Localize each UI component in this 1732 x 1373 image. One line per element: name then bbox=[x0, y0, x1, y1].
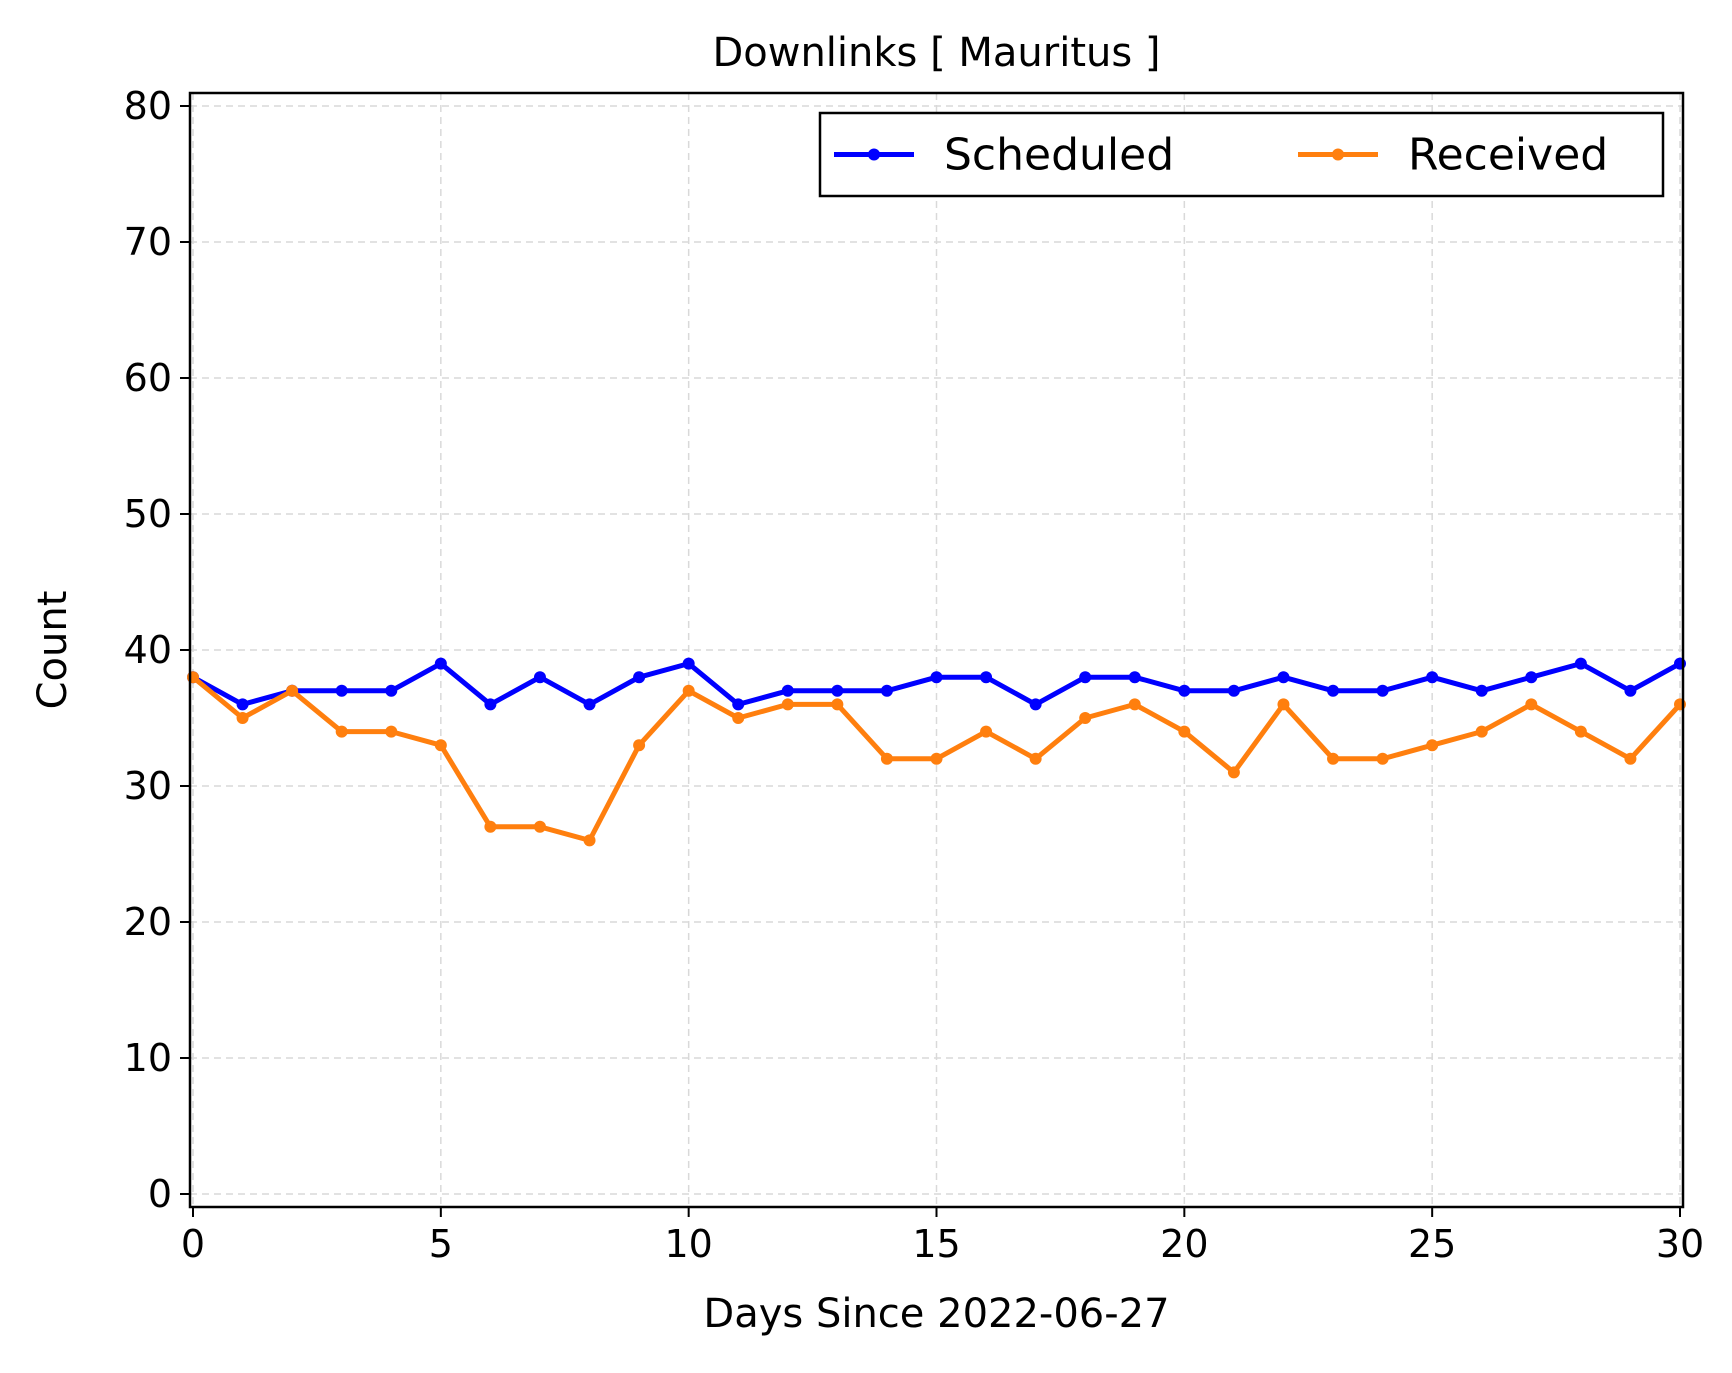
data-point-scheduled bbox=[831, 684, 844, 697]
legend-swatch-marker bbox=[1332, 148, 1344, 161]
x-tick-label: 0 bbox=[181, 1222, 205, 1266]
x-tick-label: 10 bbox=[664, 1222, 712, 1266]
legend-entry-scheduled: Scheduled bbox=[834, 130, 1174, 181]
data-point-scheduled bbox=[1475, 684, 1488, 697]
grid bbox=[190, 93, 1683, 1207]
data-point-scheduled bbox=[1029, 698, 1042, 711]
y-tick-label: 70 bbox=[124, 220, 172, 264]
data-point-received bbox=[1277, 698, 1290, 711]
data-point-scheduled bbox=[1574, 657, 1587, 670]
data-point-scheduled bbox=[633, 671, 646, 684]
data-point-scheduled bbox=[583, 698, 596, 711]
data-point-scheduled bbox=[682, 657, 695, 670]
data-point-received bbox=[533, 820, 546, 833]
data-point-scheduled bbox=[1327, 684, 1340, 697]
x-tick-label: 15 bbox=[912, 1222, 960, 1266]
legend-label: Received bbox=[1408, 130, 1608, 181]
data-point-scheduled bbox=[1277, 671, 1290, 684]
data-point-received bbox=[1079, 712, 1092, 724]
y-axis-title: Count bbox=[30, 591, 76, 710]
data-point-received bbox=[434, 739, 447, 752]
series-received bbox=[187, 671, 1686, 847]
data-point-received bbox=[980, 725, 993, 738]
data-point-received bbox=[1178, 725, 1191, 738]
data-point-received bbox=[930, 752, 943, 765]
data-point-received bbox=[781, 698, 794, 711]
data-point-received bbox=[1029, 752, 1042, 765]
series-scheduled bbox=[187, 657, 1686, 711]
legend-entry-received: Received bbox=[1298, 130, 1608, 181]
data-point-scheduled bbox=[1624, 684, 1637, 697]
data-point-scheduled bbox=[781, 684, 794, 697]
chart-title: Downlinks [ Mauritus ] bbox=[712, 30, 1160, 76]
data-point-received bbox=[831, 698, 844, 711]
data-point-received bbox=[1574, 725, 1587, 738]
x-tick-label: 25 bbox=[1408, 1222, 1456, 1266]
x-tick-label: 5 bbox=[429, 1222, 453, 1266]
data-point-received bbox=[633, 739, 646, 752]
data-point-received bbox=[385, 725, 398, 738]
y-tick-label: 50 bbox=[124, 492, 172, 536]
legend-box bbox=[818, 111, 1665, 198]
legend-label: Scheduled bbox=[944, 130, 1174, 181]
ticks: 0 5 10 15 20 25 30 0 10 20 30 40 50 60 70 80 bbox=[124, 84, 1705, 1266]
y-tick-label: 60 bbox=[124, 356, 172, 400]
data-point-received bbox=[1475, 725, 1488, 738]
data-point-scheduled bbox=[484, 698, 497, 711]
data-point-scheduled bbox=[930, 671, 943, 684]
data-point-received bbox=[1426, 739, 1439, 752]
y-tick-label: 10 bbox=[124, 1036, 172, 1080]
data-point-received bbox=[1128, 698, 1141, 711]
y-tick-label: 20 bbox=[124, 900, 172, 944]
legend-swatch-marker bbox=[868, 148, 880, 161]
legend: Scheduled Received bbox=[818, 111, 1665, 198]
data-point-received bbox=[1624, 752, 1637, 765]
data-point-scheduled bbox=[1426, 671, 1439, 684]
data-point-scheduled bbox=[980, 671, 993, 684]
data-point-scheduled bbox=[385, 684, 398, 697]
data-point-scheduled bbox=[1376, 684, 1389, 697]
data-point-scheduled bbox=[434, 657, 447, 670]
data-point-received bbox=[1327, 752, 1340, 765]
data-point-received bbox=[880, 752, 893, 765]
x-tick-label: 30 bbox=[1656, 1222, 1704, 1266]
data-point-scheduled bbox=[880, 684, 893, 697]
data-point-received bbox=[1525, 698, 1538, 711]
data-point-received bbox=[1227, 766, 1240, 779]
y-tick-label: 0 bbox=[148, 1172, 172, 1216]
data-point-received bbox=[236, 712, 249, 724]
data-point-scheduled bbox=[533, 671, 546, 684]
data-point-received bbox=[286, 684, 299, 697]
data-point-scheduled bbox=[1079, 671, 1092, 684]
data-point-received bbox=[682, 684, 695, 697]
data-point-scheduled bbox=[1178, 684, 1191, 697]
y-tick-label: 80 bbox=[124, 84, 172, 128]
data-point-scheduled bbox=[1227, 684, 1240, 697]
x-tick-label: 20 bbox=[1160, 1222, 1208, 1266]
data-point-received bbox=[583, 834, 596, 847]
data-point-scheduled bbox=[1525, 671, 1538, 684]
data-point-received bbox=[1376, 752, 1389, 765]
data-point-received bbox=[484, 820, 497, 833]
y-tick-label: 40 bbox=[124, 628, 172, 672]
data-point-scheduled bbox=[732, 698, 745, 711]
data-point-received bbox=[732, 712, 745, 724]
series-layer bbox=[187, 657, 1686, 847]
data-point-scheduled bbox=[236, 698, 249, 711]
data-point-scheduled bbox=[335, 684, 348, 697]
y-tick-label: 30 bbox=[124, 764, 172, 808]
x-axis-title: Days Since 2022-06-27 bbox=[703, 1291, 1169, 1337]
data-point-scheduled bbox=[1128, 671, 1141, 684]
data-point-received bbox=[335, 725, 348, 738]
